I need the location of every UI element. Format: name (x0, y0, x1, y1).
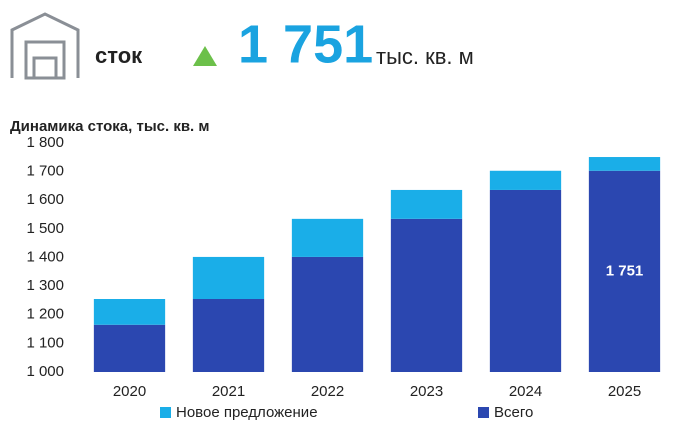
chart-title: Динамика стока, тыс. кв. м (10, 118, 209, 135)
x-tick-label: 2020 (113, 383, 146, 400)
bar-segment (588, 170, 661, 372)
legend-swatch (478, 407, 489, 418)
y-tick-label: 1 700 (26, 163, 64, 180)
y-tick-label: 1 100 (26, 334, 64, 351)
header-unit: тыс. кв. м (376, 44, 474, 69)
warehouse-icon (10, 12, 80, 80)
legend-swatch (160, 407, 171, 418)
bar-segment (489, 189, 562, 372)
bar-segment (291, 256, 364, 372)
up-arrow (193, 46, 217, 66)
y-tick-label: 1 000 (26, 363, 64, 380)
legend-label: Новое предложение (176, 404, 318, 421)
y-tick-label: 1 500 (26, 220, 64, 237)
x-tick-label: 2025 (608, 383, 641, 400)
x-tick-label: 2023 (410, 383, 443, 400)
bar-segment (93, 324, 166, 372)
x-tick-label: 2021 (212, 383, 245, 400)
bar-segment (192, 299, 265, 372)
bar-segment (192, 256, 265, 300)
bar-segment (390, 218, 463, 372)
legend-label: Всего (494, 404, 533, 421)
bar-segment (390, 189, 463, 219)
x-tick-label: 2024 (509, 383, 542, 400)
y-tick-label: 1 600 (26, 191, 64, 208)
y-tick-label: 1 300 (26, 277, 64, 294)
y-tick-label: 1 400 (26, 248, 64, 265)
x-tick-label: 2022 (311, 383, 344, 400)
bar-segment (489, 170, 562, 190)
bar-segment (93, 299, 166, 325)
y-tick-label: 1 800 (26, 134, 64, 151)
data-label: 1 751 (606, 262, 644, 279)
bar-segment (588, 157, 661, 171)
y-tick-label: 1 200 (26, 306, 64, 323)
header-value: 1 751 (238, 14, 373, 74)
bar-segment (291, 218, 364, 257)
header-title: сток (95, 43, 143, 68)
